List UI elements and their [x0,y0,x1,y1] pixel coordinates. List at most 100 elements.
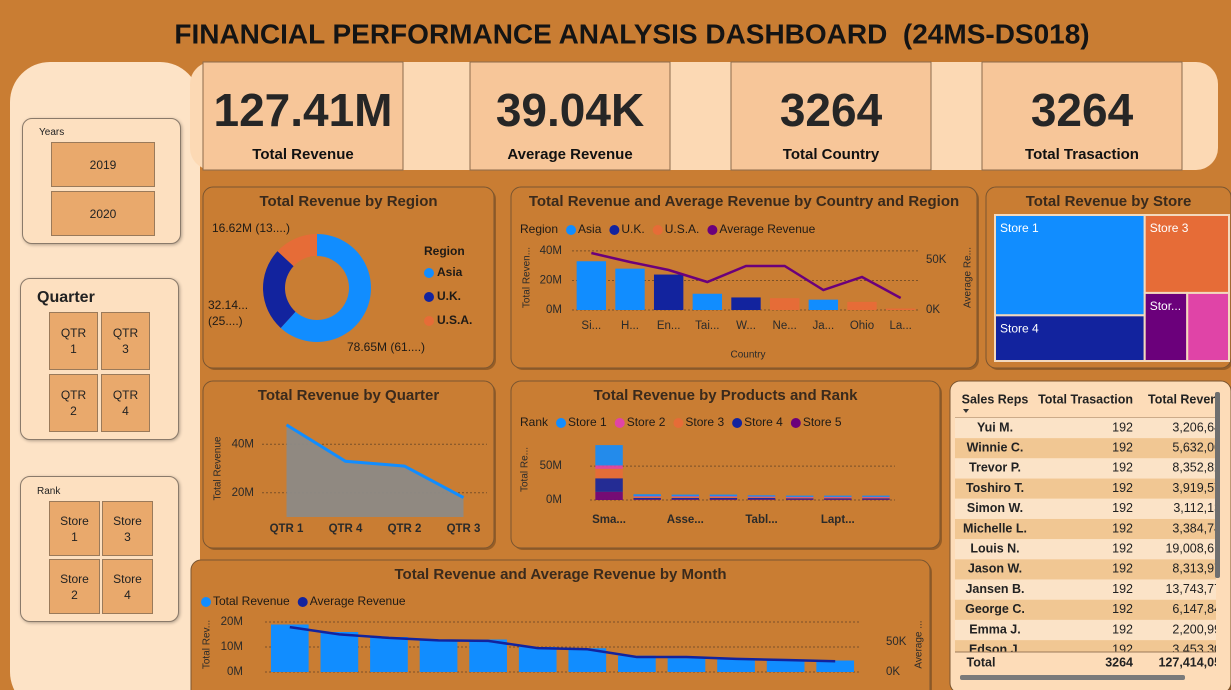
axis-title: Average Re... [963,247,974,308]
legend-label: Store 5 [803,415,842,429]
kpi-label: Total Revenue [252,146,353,163]
legend-marker [556,418,567,428]
bar-segment [671,496,700,498]
data-label: 16.62M (13....) [212,221,290,235]
bar-segment [862,495,890,497]
table-cell: 192 [1112,481,1133,495]
kpi-card [469,61,671,171]
bar-segment [595,445,623,466]
bar-segment [824,496,852,498]
bar-segment [824,495,852,497]
bar [568,648,607,672]
chart-title: Total Revenue by Store [1026,193,1192,210]
tick-label: 0M [546,304,562,316]
axis-title: Total Revenue [213,436,224,500]
legend-marker [424,316,434,326]
bar [717,659,755,672]
kpi-label: Total Trasaction [1025,146,1139,163]
bar [653,274,684,310]
table-row [955,458,1216,479]
bar [847,301,877,310]
v-scrollbar [1215,392,1220,578]
tile-label: Store 4 [1000,321,1039,335]
bar-segment [633,497,661,500]
bar [576,261,607,310]
legend-marker [732,418,743,428]
bar-segment [633,494,661,497]
table-cell: Jansen B. [965,582,1024,596]
slicer-item[interactable]: QTR 4 [101,374,150,432]
slicer-item[interactable]: QTR 3 [101,312,150,370]
bar [518,647,557,672]
slicer-item[interactable]: 2019 [51,142,155,187]
legend-marker [201,597,211,607]
kpi-card [202,61,404,171]
slicer: Quarter QTR 1 QTR 3 QTR 2 QTR 4 [20,278,179,440]
tick-label: 0M [546,494,562,506]
bar-segment [747,496,776,498]
table-cell: 6,147,842 [1172,602,1228,616]
kpi-value: 3264 [1031,84,1134,136]
treemap-tile [994,314,1146,363]
x-tick-label: QTR 2 [388,523,422,535]
bar [766,660,805,672]
kpi-value: 39.04K [496,84,644,136]
axis-title: Average ... [914,620,925,668]
bar-segment [824,498,852,500]
bar-segment [824,499,852,500]
table-row [955,418,1216,438]
legend-marker [614,418,625,428]
column-header: Sales Reps [962,392,1029,406]
tile-label: Store 1 [1000,221,1039,235]
tick-label: 50K [886,636,907,648]
data-label: 32.14... (25....) [208,298,248,328]
table-cell: 192 [1112,501,1133,515]
area [286,424,464,517]
bar-segment [671,499,700,500]
tick-label: 40M [232,438,254,450]
chart-panel [510,186,978,369]
tile-label: Store 3 [1150,221,1189,235]
table-cell: 192 [1112,521,1133,535]
x-tick-label: Ne... [773,320,797,332]
donut-slice [280,234,371,343]
tile-label: Stor... [1150,299,1181,313]
legend-label: Store 1 [568,415,607,429]
table-row [955,478,1216,499]
tick-label: 50K [926,254,947,266]
treemap-tile [1143,291,1189,363]
table-cell: Toshiro T. [966,481,1024,495]
table-cell: 3,919,573 [1172,481,1228,495]
slicer-item[interactable]: Store 4 [102,559,153,614]
chart-title: Total Revenue and Average Revenue by Cou… [529,193,959,210]
tick-label: 0K [886,666,900,678]
bar-segment [785,497,814,499]
table-cell: 192 [1112,582,1133,596]
slicer-item[interactable]: QTR 2 [49,374,98,432]
bar-segment [595,465,623,469]
legend-marker [673,418,684,428]
legend-title: Region [424,244,465,258]
table-row [955,620,1216,640]
slicer-item[interactable]: QTR 1 [49,312,98,370]
chart-title: Total Revenue by Region [259,193,437,210]
slicer-item[interactable]: Store 3 [102,501,153,556]
table-cell: 192 [1112,622,1133,636]
chart-title: Total Revenue and Average Revenue by Mon… [394,566,726,583]
tick-label: 10M [221,641,243,653]
x-tick-label: En... [657,320,681,332]
legend-marker [424,292,434,302]
slicer-item[interactable]: Store 2 [49,559,100,614]
bar-segment [671,496,700,497]
slicer-item[interactable]: 2020 [51,191,155,236]
bar-segment [747,497,776,500]
legend-marker [652,225,663,235]
x-tick-label: Sma... [592,514,626,526]
legend-label: U.S.A. [665,222,700,236]
bar-segment [595,478,623,492]
bar-segment [633,496,661,498]
slicer-item[interactable]: Store 1 [49,501,100,556]
bar-segment [862,497,890,499]
